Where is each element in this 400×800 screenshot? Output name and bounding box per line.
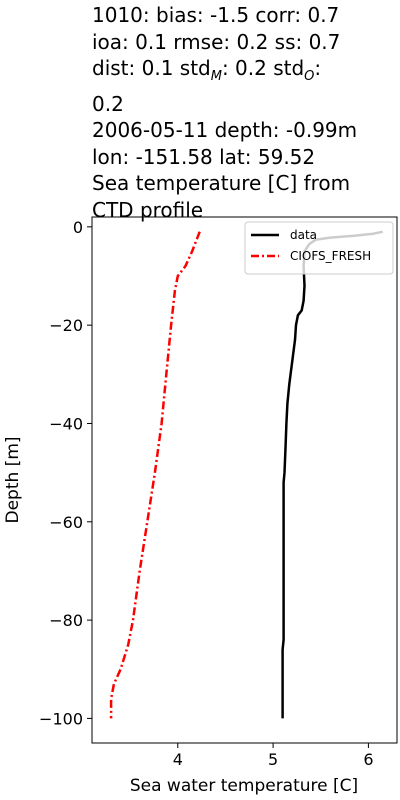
x-axis-label: Sea water temperature [C] bbox=[130, 776, 358, 796]
title-std-prefix: dist: 0.1 std bbox=[92, 56, 211, 80]
title-line-6: lon: -151.58 lat: 59.52 bbox=[92, 144, 316, 169]
ticks-layer: 4 5 6 0 −20 −40 −60 −80 −100 bbox=[39, 218, 373, 769]
title-std-sub-o: O bbox=[304, 69, 315, 84]
title-line-3: dist: 0.1 stdM: 0.2 stdO: bbox=[92, 55, 398, 91]
x-tick-label: 6 bbox=[363, 750, 373, 769]
chart-title: 1010: bias: -1.5 corr: 0.7 ioa: 0.1 rmse… bbox=[92, 2, 398, 223]
title-line-7: Sea temperature [C] from bbox=[92, 171, 351, 195]
y-tick-label: −100 bbox=[39, 709, 83, 728]
legend-model-label: CIOFS_FRESH bbox=[290, 249, 371, 263]
title-std-sub-m: M bbox=[210, 69, 222, 84]
title-line-4: 0.2 bbox=[92, 91, 124, 116]
series-layer bbox=[109, 230, 383, 719]
y-tick-label: 0 bbox=[73, 218, 83, 237]
title-line-2: ioa: 0.1 rmse: 0.2 ss: 0.7 bbox=[92, 29, 341, 54]
y-tick-label: −80 bbox=[49, 611, 83, 630]
plot-frame bbox=[91, 216, 398, 744]
legend-data-label: data bbox=[290, 228, 317, 242]
title-std-mid: : 0.2 std bbox=[221, 56, 305, 80]
x-tick-label: 4 bbox=[173, 750, 183, 769]
y-tick-label: −60 bbox=[49, 513, 83, 532]
title-std-suffix: : bbox=[314, 56, 322, 80]
legend: data CIOFS_FRESH bbox=[244, 221, 394, 275]
legend-box bbox=[244, 221, 394, 275]
title-line-1: 1010: bias: -1.5 corr: 0.7 bbox=[92, 3, 340, 27]
y-tick-label: −40 bbox=[49, 414, 83, 433]
y-axis-label: Depth [m] bbox=[3, 436, 23, 523]
y-tick-label: −20 bbox=[49, 316, 83, 335]
x-tick-label: 5 bbox=[268, 750, 278, 769]
title-line-5: 2006-05-11 depth: -0.99m bbox=[92, 118, 358, 142]
series-line-data bbox=[281, 230, 383, 719]
series-line-ciofs-fresh bbox=[109, 231, 201, 719]
